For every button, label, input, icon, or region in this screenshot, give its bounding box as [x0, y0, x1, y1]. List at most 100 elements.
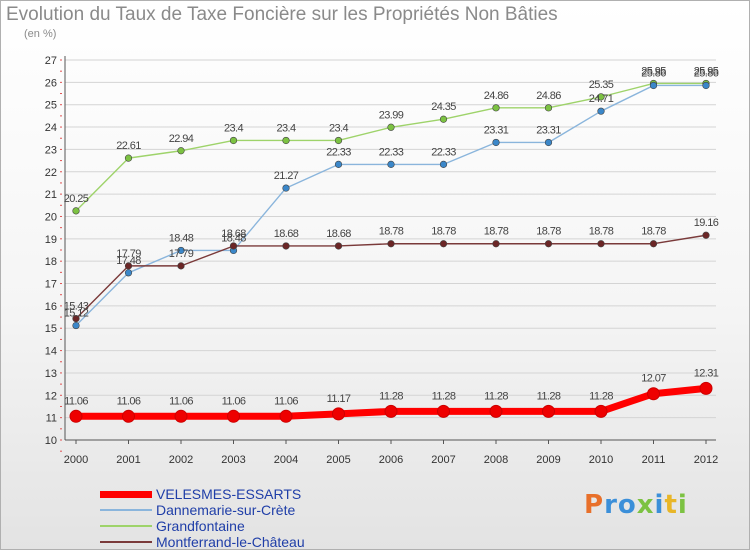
data-point	[177, 147, 185, 155]
data-label: 22.61	[116, 140, 141, 152]
data-label: 18.48	[221, 232, 246, 244]
y-tick-label: 27	[45, 55, 57, 67]
data-label: 11.28	[589, 390, 613, 402]
data-point	[492, 104, 500, 112]
data-point	[649, 240, 658, 248]
data-point	[177, 262, 185, 270]
data-label: 11.06	[222, 395, 246, 407]
legend-swatch-dannemarie-sur-crete	[100, 509, 152, 511]
data-label: 18.78	[431, 226, 456, 238]
data-label: 24.86	[536, 90, 561, 102]
grid-lines	[65, 59, 716, 441]
data-point	[124, 154, 133, 162]
data-point	[384, 404, 398, 418]
data-point	[282, 184, 290, 192]
series-line-dannemarie-sur-crete	[75, 84, 707, 327]
legend-item-montferrand-le-chateau[interactable]: Montferrand-le-Château	[100, 534, 305, 550]
chart-title: Evolution du Taux de Taxe Foncière sur l…	[6, 4, 558, 25]
data-label: 11.28	[379, 390, 403, 402]
y-tick-label: 18	[45, 256, 57, 268]
data-point	[492, 138, 500, 147]
data-point	[387, 123, 395, 131]
data-label: 11.06	[169, 395, 193, 407]
data-point	[279, 409, 293, 423]
data-point	[334, 160, 343, 168]
x-tick-label: 2002	[169, 454, 193, 466]
data-label: 21.27	[274, 170, 299, 182]
logo-letter: x	[636, 490, 655, 520]
data-point	[387, 160, 395, 168]
legend-item-dannemarie-sur-crete[interactable]: Dannemarie-sur-Crète	[100, 502, 305, 518]
y-tick-label: 14	[45, 346, 57, 358]
data-label: 12.07	[641, 373, 666, 385]
x-tick-label: 2007	[431, 454, 455, 466]
data-point	[492, 240, 500, 248]
data-label: 25.86	[641, 67, 666, 79]
data-label: 23.4	[276, 122, 295, 134]
y-tick-label: 17	[45, 279, 57, 291]
data-label: 25.86	[694, 67, 719, 79]
x-tick-label: 2006	[379, 454, 403, 466]
legend-item-velesmes-essarts[interactable]: VELESMES-ESSARTS	[100, 486, 305, 502]
y-tick-label: 10	[45, 435, 57, 447]
data-point	[437, 404, 450, 418]
data-label: 23.99	[379, 109, 404, 121]
data-label: 25.95	[694, 65, 719, 77]
x-tick-label: 2012	[694, 454, 718, 466]
x-tick-label: 2010	[589, 454, 613, 466]
y-tick-label: 15	[45, 323, 57, 335]
data-label: 18.68	[274, 228, 299, 240]
data-label: 23.4	[224, 122, 243, 134]
data-label: 18.78	[589, 226, 614, 238]
data-point	[702, 81, 710, 90]
data-label: 15.12	[64, 308, 89, 320]
data-point	[649, 81, 658, 90]
data-point	[594, 404, 608, 418]
data-label: 11.06	[117, 395, 141, 407]
data-label: 11.17	[327, 393, 351, 405]
data-label: 25.95	[641, 65, 666, 77]
data-point	[282, 242, 290, 250]
data-point	[334, 136, 343, 145]
data-label: 18.78	[484, 226, 509, 238]
legend-label: VELESMES-ESSARTS	[156, 486, 302, 502]
data-label: 25.35	[589, 79, 614, 91]
data-point	[597, 93, 605, 101]
data-point	[544, 138, 553, 147]
data-label: 18.68	[221, 228, 246, 240]
data-point	[72, 207, 80, 215]
y-tick-label: 26	[45, 77, 57, 89]
legend-swatch-montferrand-le-chateau	[100, 541, 152, 543]
logo-letter: i	[677, 490, 688, 520]
data-point	[332, 407, 345, 421]
data-label: 17.48	[116, 255, 141, 267]
legend-item-grandfontaine[interactable]: Grandfontaine	[100, 518, 305, 534]
data-point	[597, 240, 605, 248]
data-label: 17.79	[169, 248, 194, 260]
y-tick-label: 20	[45, 211, 57, 223]
data-point	[72, 315, 80, 323]
logo-letter: r	[604, 490, 618, 520]
data-point	[122, 409, 135, 423]
data-label: 22.33	[379, 146, 404, 158]
data-point	[177, 246, 185, 255]
data-label: 11.28	[484, 390, 508, 402]
data-point	[124, 269, 133, 277]
y-tick-label: 16	[45, 301, 57, 313]
data-label: 18.68	[326, 228, 351, 240]
y-tick-label: 21	[45, 189, 57, 201]
data-label: 20.25	[64, 193, 89, 205]
data-label: 11.06	[274, 395, 298, 407]
logo-letter: P	[584, 490, 605, 520]
y-tick-label: 22	[45, 167, 57, 179]
data-labels: 20.25 22.61 22.94 23.4 23.4 23.4 23.99 24.35 24.…	[64, 65, 720, 407]
data-point	[174, 409, 188, 423]
axes: 10 11 12 13 14 15 16 17 18 19 20 21 22 23 24 25 26 27 2000…	[45, 55, 718, 466]
legend-swatch-grandfontaine	[100, 525, 152, 527]
x-tick-label: 2009	[536, 454, 560, 466]
data-label: 18.78	[536, 226, 561, 238]
legend-label: Grandfontaine	[156, 518, 245, 534]
data-label: 22.33	[431, 146, 456, 158]
